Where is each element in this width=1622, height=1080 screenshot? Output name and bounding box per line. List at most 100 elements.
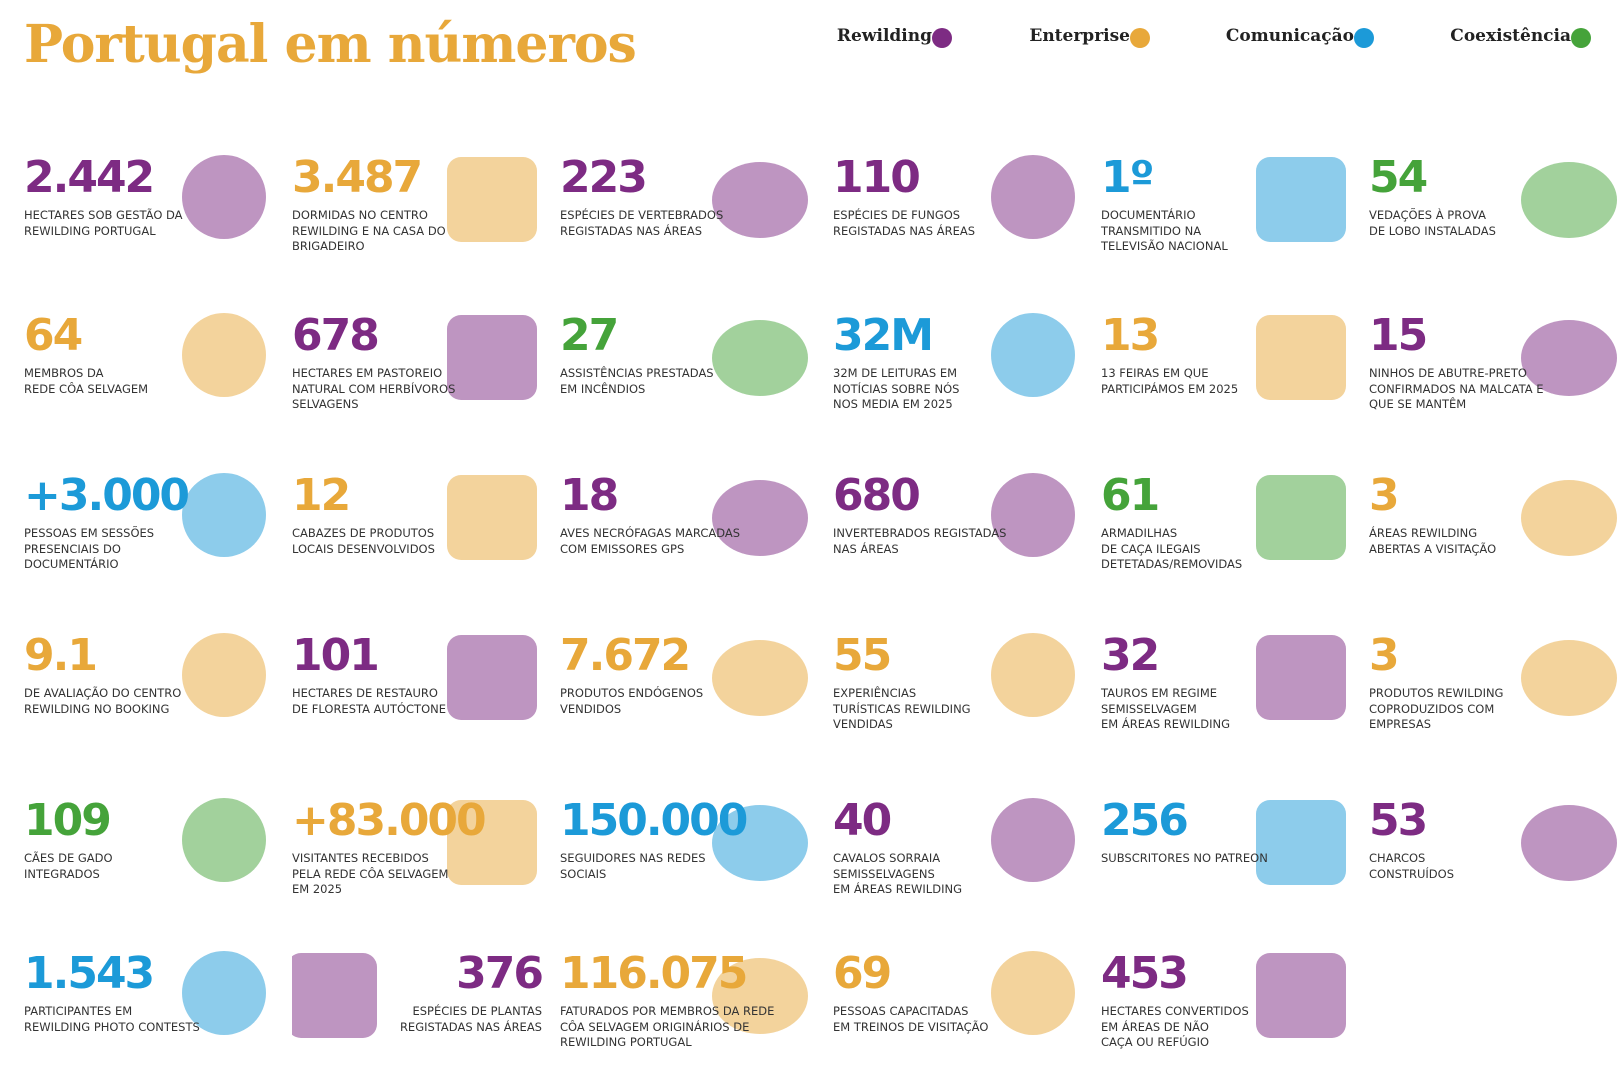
stat-text: VISITANTES RECEBIDOS PELA REDE CÔA SELVAG…: [292, 851, 448, 898]
legend-label: Comunicação: [1225, 26, 1354, 46]
icon: [182, 633, 266, 717]
icon-shape: [1521, 162, 1617, 238]
icon: [712, 480, 808, 556]
icon-shape: [991, 951, 1075, 1035]
stat-line: PRODUTOS ENDÓGENOS: [560, 686, 704, 700]
stat-item: 12 CABAZES DE PRODUTOS LOCAIS DESENVOLVIDO…: [292, 470, 542, 600]
stat-text: ESPÉCIES DE FUNGOS REGISTADAS NAS ÁREAS: [833, 208, 975, 239]
stat-item: 110 ESPÉCIES DE FUNGOS REGISTADAS NAS ÁREA…: [833, 152, 1083, 282]
icon: [447, 800, 537, 885]
stat-number: 7.672: [560, 630, 691, 681]
icon-shape: [1256, 315, 1346, 400]
stat-line: ESPÉCIES DE FUNGOS: [833, 208, 961, 222]
stat-line: DE CAÇA ILEGAIS: [1101, 541, 1201, 556]
stat-item: 678 HECTARES EM PASTOREIO NATURAL COM HERB…: [292, 310, 542, 440]
icon: [447, 315, 537, 400]
stat-line: COM EMISSORES GPS: [560, 541, 685, 556]
stat-line: CABAZES DE PRODUTOS: [292, 526, 435, 540]
stat-line: ABERTAS A VISITAÇÃO: [1369, 541, 1497, 556]
stat-line: NAS ÁREAS: [833, 541, 899, 556]
legend-dot: [932, 28, 952, 48]
stat-line: PARTICIPANTES EM: [24, 1004, 133, 1018]
stat-line: LOCAIS DESENVOLVIDOS: [292, 541, 435, 556]
stat-number: 3.487: [292, 152, 423, 203]
stat-line: ESPÉCIES DE VERTEBRADOS: [560, 208, 724, 222]
icon-shape: [182, 155, 266, 239]
stat-item: 150.000 SEGUIDORES NAS REDES SOCIAIS: [560, 795, 810, 925]
icon-shape: [991, 313, 1075, 397]
icon: [991, 798, 1075, 882]
icon: [1256, 800, 1346, 885]
stat-line: HECTARES SOB GESTÃO DA: [24, 208, 183, 222]
stat-line: PELA REDE CÔA SELVAGEM: [292, 866, 449, 881]
icon-shape: [1521, 640, 1617, 716]
stat-line: CONFIRMADOS NA MALCATA E: [1369, 381, 1544, 396]
stat-line: FATURADOS POR MEMBROS DA REDE: [560, 1004, 775, 1018]
stat-text: CHARCOS CONSTRUÍDOS: [1369, 851, 1454, 882]
stat-text: PESSOAS EM SESSÕES PRESENCIAIS DO DOCUMENT…: [24, 526, 154, 573]
stat-line: REGISTADAS NAS ÁREAS: [560, 223, 703, 238]
icon: [1256, 157, 1346, 242]
stat-number: +3.000: [24, 470, 190, 521]
stat-text: PRODUTOS ENDÓGENOS VENDIDOS: [560, 686, 703, 717]
stat-item: 32M 32M DE LEITURAS EM NOTÍCIAS SOBRE NÓS N…: [833, 310, 1083, 440]
stat-text: HECTARES CONVERTIDOS EM ÁREAS DE NÃO CAÇA …: [1101, 1004, 1249, 1051]
stat-text: 13 FEIRAS EM QUE PARTICIPÁMOS EM 2025: [1101, 366, 1238, 397]
stat-number: 680: [833, 470, 921, 521]
stat-line: EM ÁREAS DE NÃO: [1101, 1019, 1209, 1034]
stat-item: 1.543 PARTICIPANTES EM REWILDING PHOTO CON…: [24, 948, 274, 1078]
icon-shape: [447, 315, 537, 400]
icon: [991, 313, 1075, 397]
stat-number: 376: [456, 948, 544, 999]
icon-shape: [447, 800, 537, 885]
stat-text: ASSISTÊNCIAS PRESTADAS EM INCÊNDIOS: [560, 366, 714, 397]
stat-line: EMPRESAS: [1369, 717, 1432, 731]
icon: [1521, 480, 1617, 556]
stat-number: 116.075: [560, 948, 748, 999]
stat-item: 1º DOCUMENTÁRIO TRANSMITIDO NA TELEVISÃO NA…: [1101, 152, 1351, 282]
icon-shape: [991, 473, 1075, 557]
icon: [991, 633, 1075, 717]
icon-shape: [1256, 953, 1346, 1038]
stat-line: MEMBROS DA: [24, 366, 104, 380]
stat-line: HECTARES EM PASTOREIO: [292, 366, 443, 380]
stat-line: PRODUTOS REWILDING: [1369, 686, 1504, 700]
stat-number: 32: [1101, 630, 1160, 681]
stat-item: 32 TAUROS EM REGIME SEMISSELVAGEM EM ÁREAS …: [1101, 630, 1351, 760]
stat-number: 64: [24, 310, 83, 361]
stat-number: 13: [1101, 310, 1160, 361]
stat-line: 13 FEIRAS EM QUE: [1101, 366, 1209, 380]
stat-number: 678: [292, 310, 380, 361]
stat-line: ARMADILHAS: [1101, 526, 1178, 540]
stat-text: EXPERIÊNCIAS TURÍSTICAS REWILDING VENDIDAS: [833, 686, 971, 733]
stat-line: REWILDING E NA CASA DO: [292, 223, 446, 238]
stat-item: 69 PESSOAS CAPACITADAS EM TREINOS DE VISIT…: [833, 948, 1083, 1078]
stat-line: SUBSCRITORES NO PATREON: [1101, 851, 1268, 865]
icon-shape: [447, 635, 537, 720]
icon-shape: [1521, 805, 1617, 881]
legend-label: Coexistência: [1450, 26, 1571, 46]
stat-number: 9.1: [24, 630, 98, 681]
stat-item: 55 EXPERIÊNCIAS TURÍSTICAS REWILDING VENDID…: [833, 630, 1083, 760]
stat-line: PESSOAS CAPACITADAS: [833, 1004, 969, 1018]
icon-shape: [447, 475, 537, 560]
icon: [991, 155, 1075, 239]
stat-item: 40 CAVALOS SORRAIA SEMISSELVAGENS EM ÁREAS …: [833, 795, 1083, 925]
legend-dot: [1130, 28, 1150, 48]
stat-item: 376 ESPÉCIES DE PLANTAS REGISTADAS NAS ÁRE…: [292, 948, 544, 1078]
icon: [292, 953, 377, 1038]
stat-item: 223 ESPÉCIES DE VERTEBRADOS REGISTADAS NAS…: [560, 152, 810, 282]
stat-line: CONSTRUÍDOS: [1369, 866, 1455, 881]
stat-line: SOCIAIS: [560, 866, 607, 881]
icon: [991, 951, 1075, 1035]
stat-item: 13 13 FEIRAS EM QUE PARTICIPÁMOS EM 2025: [1101, 310, 1351, 440]
stat-item: 53 CHARCOS CONSTRUÍDOS: [1369, 795, 1619, 925]
stat-item: 18 AVES NECRÓFAGAS MARCADAS COM EMISSORES …: [560, 470, 810, 600]
stat-number: +83.000: [292, 795, 487, 846]
stat-number: 150.000: [560, 795, 748, 846]
icon-shape: [991, 798, 1075, 882]
stat-number: 27: [560, 310, 619, 361]
stat-text: HECTARES DE RESTAURO DE FLORESTA AUTÓCTON…: [292, 686, 446, 717]
icon-shape: [991, 155, 1075, 239]
